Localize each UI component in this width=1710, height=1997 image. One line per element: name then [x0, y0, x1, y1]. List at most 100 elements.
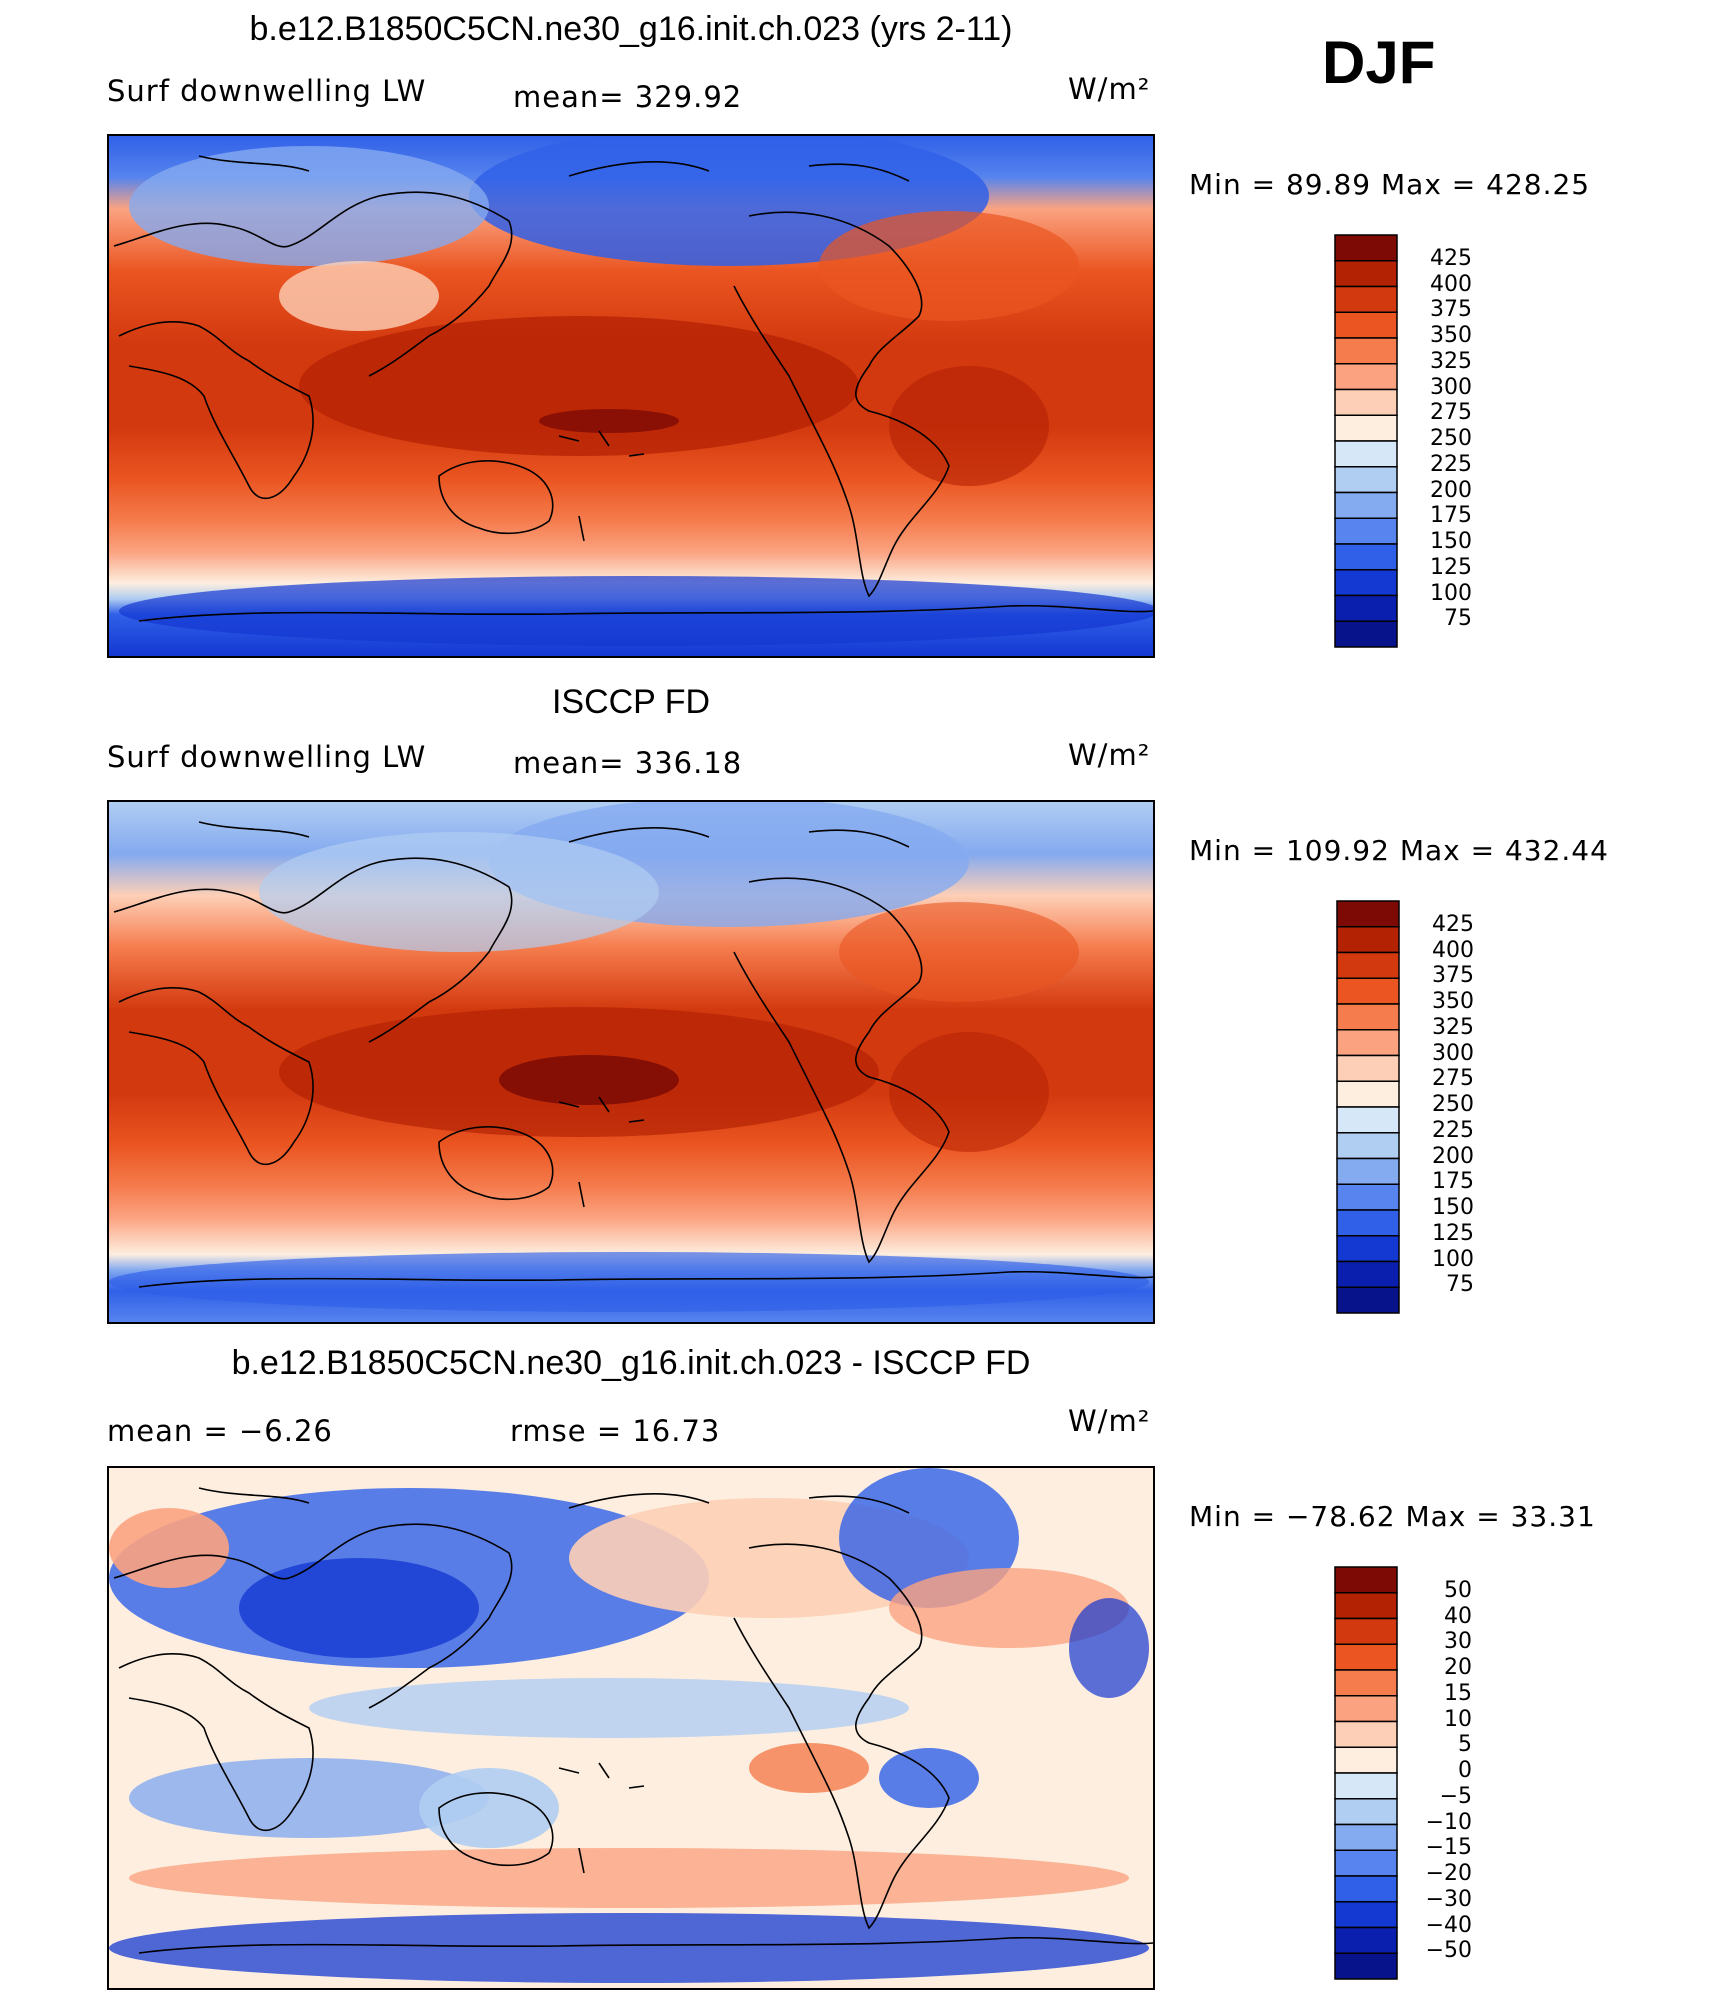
colorbar-tick-label: 300 [1432, 1040, 1474, 1066]
colorbar-tick-label: 225 [1432, 1117, 1474, 1143]
colorbar-tick-label: 200 [1430, 477, 1472, 503]
colorbar-swatch [1336, 1235, 1400, 1263]
colorbar-tick-label: 75 [1444, 606, 1472, 632]
colorbar-swatch [1334, 1566, 1398, 1594]
colorbar-tick-label: 425 [1430, 245, 1472, 271]
colorbar-swatch [1336, 1157, 1400, 1185]
panel-2-map [107, 800, 1155, 1324]
colorbar-tick-label: −50 [1425, 1938, 1472, 1964]
colorbar-tick-label: −30 [1425, 1886, 1472, 1912]
colorbar-tick-label: −20 [1425, 1861, 1472, 1886]
panel-1-map [107, 134, 1155, 658]
panel-3-colorbar-labels: 50 40 30 20 15 10 5 0 −5 −10 −15 −20 −30 −40 −50 [1412, 1566, 1492, 1986]
colorbar-swatch [1334, 1772, 1398, 1800]
panel-3-map [107, 1466, 1155, 1990]
colorbar-tick-label: −40 [1425, 1912, 1472, 1938]
colorbar-tick-label: 250 [1432, 1092, 1474, 1117]
colorbar-swatch [1334, 1695, 1398, 1723]
panel-2-colorbar-labels: 425 400 375 350 325 300 275 250 225 200 175 150 125 1… [1414, 900, 1494, 1320]
panel-3-colorbar [1334, 1566, 1398, 1980]
panel-2-map-svg [109, 802, 1153, 1322]
panel-3-map-svg [109, 1468, 1153, 1988]
panel-2-minmax: Min = 109.92 Max = 432.44 [1189, 834, 1609, 867]
colorbar-swatch [1334, 1875, 1398, 1903]
colorbar-swatch [1336, 1286, 1400, 1314]
panel-1-variable-label: Surf downwelling LW [107, 74, 427, 108]
panel-3-rmse-label: rmse = 16.73 [510, 1414, 721, 1448]
colorbar-swatch [1334, 466, 1398, 494]
colorbar-swatch [1334, 1952, 1398, 1980]
colorbar-swatch [1336, 900, 1400, 928]
colorbar-tick-label: 40 [1444, 1603, 1472, 1629]
colorbar-swatch [1334, 1720, 1398, 1748]
colorbar-swatch [1334, 569, 1398, 597]
colorbar-swatch [1334, 1669, 1398, 1697]
colorbar-tick-label: 100 [1432, 1246, 1474, 1272]
colorbar-tick-label: 325 [1430, 348, 1472, 374]
colorbar-tick-label: 225 [1430, 451, 1472, 477]
colorbar-tick-label: 375 [1432, 963, 1474, 989]
colorbar-swatch [1336, 1209, 1400, 1237]
colorbar-tick-label: 250 [1430, 426, 1472, 451]
colorbar-tick-label: 350 [1430, 323, 1472, 348]
colorbar-tick-label: 400 [1432, 937, 1474, 963]
panel-1-map-svg [109, 136, 1153, 656]
colorbar-tick-label: 175 [1430, 503, 1472, 529]
colorbar-swatch [1334, 620, 1398, 648]
colorbar-tick-label: 0 [1458, 1758, 1472, 1783]
colorbar-tick-label: −15 [1425, 1835, 1472, 1861]
colorbar-swatch [1334, 440, 1398, 468]
colorbar-swatch [1336, 1260, 1400, 1288]
colorbar-swatch [1336, 1106, 1400, 1134]
colorbar-tick-label: 75 [1446, 1272, 1474, 1298]
colorbar-swatch [1336, 1029, 1400, 1057]
panel-1-colorbar [1334, 234, 1398, 648]
panel-1-colorbar-labels: 425 400 375 350 325 300 275 250 225 200 175 150 125 1… [1412, 234, 1492, 654]
panel-3-mean-label: mean = −6.26 [107, 1414, 333, 1448]
colorbar-tick-label: 275 [1430, 400, 1472, 426]
colorbar-tick-label: 150 [1430, 529, 1472, 554]
colorbar-swatch [1336, 951, 1400, 979]
colorbar-swatch [1334, 285, 1398, 313]
colorbar-swatch [1336, 977, 1400, 1005]
colorbar-swatch [1334, 337, 1398, 365]
colorbar-swatch [1336, 1054, 1400, 1082]
panel-1-title: b.e12.B1850C5CN.ne30_g16.init.ch.023 (yr… [249, 10, 1013, 48]
colorbar-tick-label: 50 [1444, 1577, 1472, 1603]
panel-2-colorbar [1336, 900, 1400, 1314]
season-label: DJF [1322, 29, 1436, 96]
colorbar-tick-label: −5 [1439, 1783, 1472, 1809]
colorbar-swatch [1334, 517, 1398, 545]
colorbar-swatch [1336, 1080, 1400, 1108]
colorbar-tick-label: 5 [1458, 1732, 1472, 1758]
panel-1-mean-label: mean= 329.92 [513, 80, 743, 114]
colorbar-tick-label: 375 [1430, 297, 1472, 323]
colorbar-swatch [1334, 1849, 1398, 1877]
colorbar-swatch [1334, 1798, 1398, 1826]
colorbar-tick-label: 10 [1444, 1706, 1472, 1732]
panel-1-minmax: Min = 89.89 Max = 428.25 [1189, 168, 1591, 201]
colorbar-swatch [1336, 1183, 1400, 1211]
colorbar-tick-label: 150 [1432, 1195, 1474, 1220]
colorbar-tick-label: 400 [1430, 271, 1472, 297]
panel-3-units-label: W/m² [1068, 1404, 1151, 1438]
colorbar-swatch [1336, 926, 1400, 954]
colorbar-tick-label: 275 [1432, 1066, 1474, 1092]
panel-2-mean-label: mean= 336.18 [513, 746, 743, 780]
colorbar-swatch [1334, 1926, 1398, 1954]
colorbar-tick-label: 200 [1432, 1143, 1474, 1169]
colorbar-swatch [1334, 491, 1398, 519]
colorbar-swatch [1334, 234, 1398, 262]
panel-2-variable-label: Surf downwelling LW [107, 740, 427, 774]
colorbar-swatch [1334, 1592, 1398, 1620]
colorbar-swatch [1334, 311, 1398, 339]
colorbar-swatch [1336, 1003, 1400, 1031]
colorbar-swatch [1334, 414, 1398, 442]
colorbar-tick-label: 30 [1444, 1629, 1472, 1655]
colorbar-tick-label: 425 [1432, 911, 1474, 937]
panel-2-title: ISCCP FD [551, 683, 711, 721]
colorbar-swatch [1334, 594, 1398, 622]
colorbar-tick-label: 20 [1444, 1655, 1472, 1680]
colorbar-swatch [1334, 543, 1398, 571]
colorbar-swatch [1334, 260, 1398, 288]
